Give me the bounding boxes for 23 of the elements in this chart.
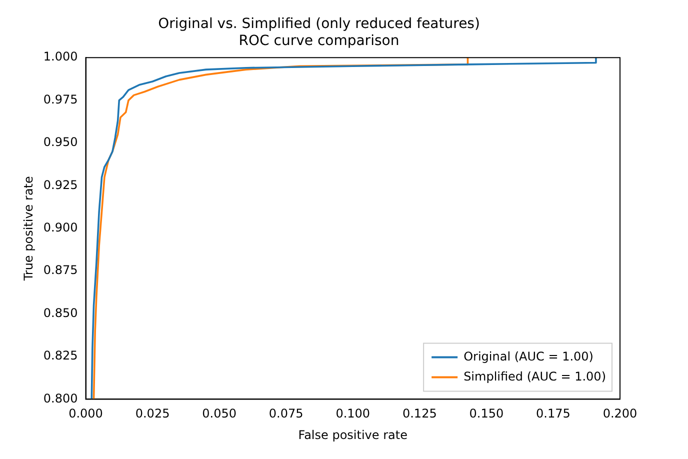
y-tick-label: 0.925: [43, 178, 78, 192]
legend-label: Simplified (AUC = 1.00): [464, 369, 606, 384]
y-tick-label: 0.950: [43, 135, 78, 150]
x-tick-label: 0.075: [268, 406, 304, 421]
x-tick-label: 0.200: [602, 406, 638, 421]
y-tick-label: 0.850: [43, 306, 78, 320]
x-axis-title: False positive rate: [298, 428, 408, 442]
x-tick-label: 0.000: [68, 406, 103, 421]
y-tick-label: 0.800: [43, 391, 78, 406]
y-axis-title: True positive rate: [21, 176, 36, 282]
x-tick-label: 0.150: [469, 406, 504, 421]
y-tick-label: 0.825: [43, 348, 78, 363]
y-tick-label: 1.000: [43, 50, 78, 64]
y-tick-label: 0.875: [43, 263, 78, 278]
x-tick-label: 0.175: [536, 406, 570, 421]
x-tick-label: 0.125: [402, 406, 437, 421]
chart-title: Original vs. Simplified (only reduced features) ROC curve comparison: [158, 16, 480, 49]
legend-label: Original (AUC = 1.00): [464, 349, 594, 364]
x-tick-label: 0.100: [336, 406, 370, 421]
y-tick-label: 0.900: [43, 220, 78, 235]
y-tick-label: 0.975: [43, 92, 78, 106]
x-tick-label: 0.025: [135, 406, 170, 421]
x-tick-label: 0.050: [202, 406, 236, 421]
